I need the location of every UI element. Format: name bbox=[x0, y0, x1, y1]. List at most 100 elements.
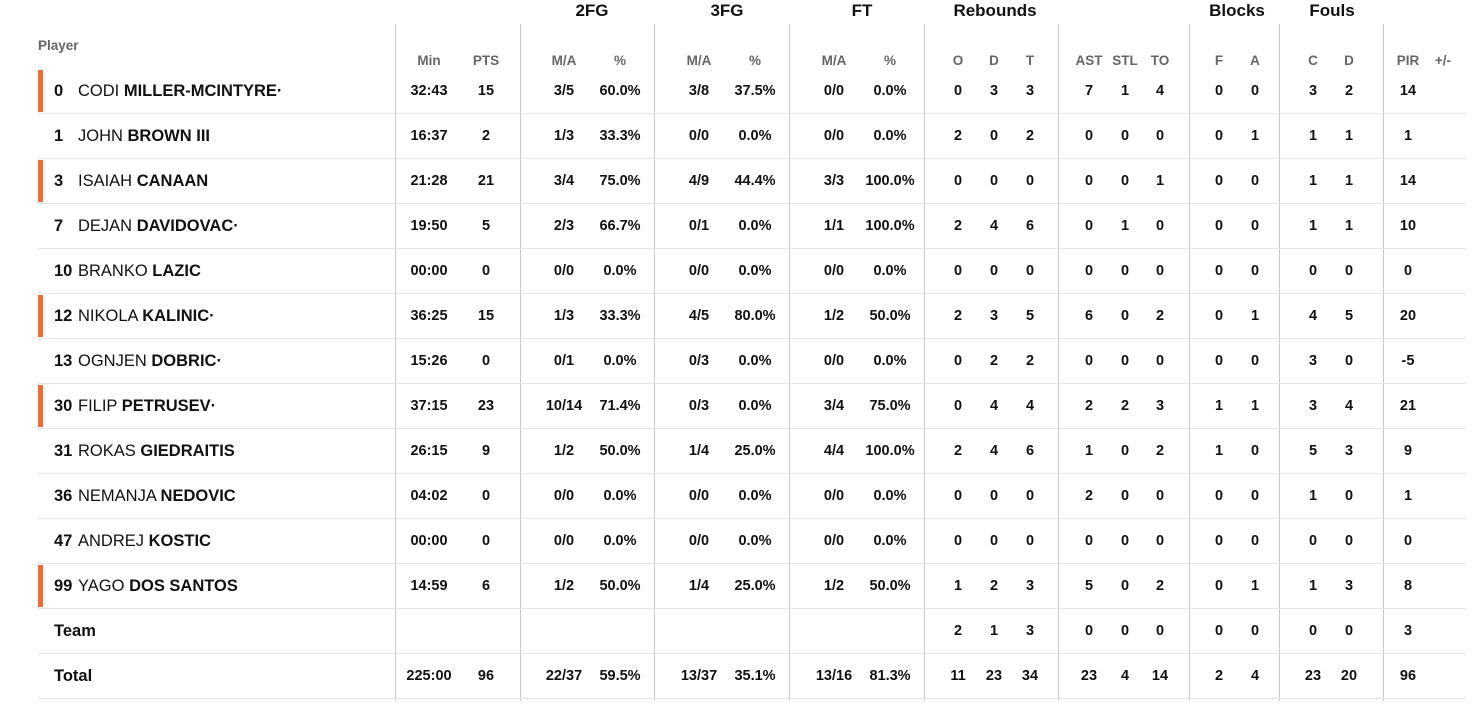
pir-cell: 1 bbox=[1403, 128, 1413, 144]
pir-cell: 14 bbox=[1399, 173, 1417, 189]
player-name-cell[interactable]: 36 NEMANJA NEDOVIC bbox=[54, 474, 236, 518]
player-name-cell[interactable]: 3 ISAIAH CANAAN bbox=[54, 159, 208, 203]
fouls-committed-cell: 3 bbox=[1308, 353, 1318, 369]
steals-cell: 0 bbox=[1120, 578, 1130, 594]
column-header-pts[interactable]: PTS bbox=[472, 53, 500, 68]
player-name-cell[interactable]: 0 CODI MILLER-MCINTYRE· bbox=[54, 69, 282, 113]
player-row[interactable]: 10 BRANKO LAZIC 00:00 0 0/0 0.0% 0/0 0.0% 0/0 0.0… bbox=[38, 249, 1466, 294]
player-first-name: YAGO bbox=[78, 577, 125, 595]
assists-cell: 0 bbox=[1084, 218, 1094, 234]
player-last-name[interactable]: DOS SANTOS bbox=[129, 577, 238, 595]
column-header-ft-ma[interactable]: M/A bbox=[821, 53, 847, 68]
blocks-against-cell: 1 bbox=[1250, 398, 1260, 414]
player-row[interactable]: 36 NEMANJA NEDOVIC 04:02 0 0/0 0.0% 0/0 0.0% 0/0… bbox=[38, 474, 1466, 519]
column-header-plus-minus[interactable]: +/- bbox=[1434, 53, 1452, 68]
pir-cell: 3 bbox=[1403, 623, 1413, 639]
blocks-favor-cell: 0 bbox=[1214, 578, 1224, 594]
jersey-number: 13 bbox=[54, 352, 73, 370]
column-header-stl[interactable]: STL bbox=[1112, 53, 1138, 68]
player-row[interactable]: 3 ISAIAH CANAAN 21:28 21 3/4 75.0% 4/9 44.4% 3/3… bbox=[38, 159, 1466, 204]
minutes-cell: 04:02 bbox=[410, 488, 448, 504]
blocks-favor-cell: 0 bbox=[1214, 83, 1224, 99]
column-header-min[interactable]: Min bbox=[417, 53, 441, 68]
player-row[interactable]: 13 OGNJEN DOBRIC· 15:26 0 0/1 0.0% 0/3 0.0% 0/0 0… bbox=[38, 339, 1466, 384]
column-divider bbox=[1058, 24, 1059, 701]
player-row[interactable]: 31 ROKAS GIEDRAITIS 26:15 9 1/2 50.0% 1/4 25.0%… bbox=[38, 429, 1466, 474]
player-name-cell[interactable]: 10 BRANKO LAZIC bbox=[54, 249, 201, 293]
fg3-percent-cell: 25.0% bbox=[734, 578, 776, 594]
player-last-name[interactable]: PETRUSEV bbox=[121, 397, 211, 415]
points-cell: 0 bbox=[481, 533, 491, 549]
player-last-name[interactable]: BROWN III bbox=[127, 127, 211, 145]
team-row: Team 2 1 3 0 0 0 0 0 0 0 3 bbox=[38, 609, 1466, 654]
turnovers-cell: 2 bbox=[1155, 443, 1165, 459]
blocks-against-cell: 0 bbox=[1250, 218, 1260, 234]
column-header-player[interactable]: Player bbox=[38, 38, 79, 53]
column-header-reb-t[interactable]: T bbox=[1025, 53, 1035, 68]
column-header-foul-d[interactable]: D bbox=[1344, 53, 1354, 68]
player-last-name[interactable]: DOBRIC bbox=[151, 352, 217, 370]
fg2-made-attempted-cell: 1/2 bbox=[553, 578, 575, 594]
assists-cell: 7 bbox=[1084, 83, 1094, 99]
player-first-name: JOHN bbox=[78, 127, 123, 145]
assists-cell: 6 bbox=[1084, 308, 1094, 324]
column-header-reb-o[interactable]: O bbox=[952, 53, 964, 68]
player-name-cell[interactable]: 7 DEJAN DAVIDOVAC· bbox=[54, 204, 239, 248]
column-header-2fg-pct[interactable]: % bbox=[613, 53, 626, 68]
column-header-blk-a[interactable]: A bbox=[1250, 53, 1260, 68]
column-header-to[interactable]: TO bbox=[1150, 53, 1170, 68]
player-last-name[interactable]: LAZIC bbox=[152, 262, 201, 280]
fg3-made-attempted-cell: 0/0 bbox=[688, 533, 710, 549]
column-header-foul-c[interactable]: C bbox=[1308, 53, 1318, 68]
minutes-cell: 16:37 bbox=[410, 128, 448, 144]
player-last-name[interactable]: GIEDRAITIS bbox=[140, 442, 235, 460]
player-last-name[interactable]: DAVIDOVAC bbox=[136, 217, 234, 235]
player-row[interactable]: 7 DEJAN DAVIDOVAC· 19:50 5 2/3 66.7% 0/1 0.0% 1/… bbox=[38, 204, 1466, 249]
column-header-pir[interactable]: PIR bbox=[1396, 53, 1420, 68]
player-last-name[interactable]: NEDOVIC bbox=[160, 487, 236, 505]
player-name-cell[interactable]: 99 YAGO DOS SANTOS bbox=[54, 564, 238, 608]
jersey-number: 47 bbox=[54, 532, 73, 550]
total-rebounds-cell: 6 bbox=[1025, 218, 1035, 234]
player-name-cell[interactable]: 30 FILIP PETRUSEV· bbox=[54, 384, 216, 428]
player-row[interactable]: 99 YAGO DOS SANTOS 14:59 6 1/2 50.0% 1/4 25.0% 1… bbox=[38, 564, 1466, 609]
player-name-cell[interactable]: 31 ROKAS GIEDRAITIS bbox=[54, 429, 235, 473]
player-row[interactable]: 47 ANDREJ KOSTIC 00:00 0 0/0 0.0% 0/0 0.0% 0/0 0.… bbox=[38, 519, 1466, 564]
column-header-ft-pct[interactable]: % bbox=[883, 53, 896, 68]
defensive-rebounds-cell: 4 bbox=[989, 218, 999, 234]
fg2-percent-cell: 50.0% bbox=[599, 443, 641, 459]
player-last-name[interactable]: MILLER-MCINTYRE bbox=[123, 82, 277, 100]
player-last-name[interactable]: KALINIC bbox=[142, 307, 210, 325]
points-cell: 5 bbox=[481, 218, 491, 234]
column-header-reb-d[interactable]: D bbox=[989, 53, 999, 68]
fouls-drawn-cell: 0 bbox=[1344, 533, 1354, 549]
column-header-2fg-ma[interactable]: M/A bbox=[551, 53, 577, 68]
player-name-cell[interactable]: 1 JOHN BROWN III bbox=[54, 114, 210, 158]
column-divider bbox=[1279, 24, 1280, 701]
ft-percent-cell: 0.0% bbox=[873, 263, 907, 279]
column-header-3fg-ma[interactable]: M/A bbox=[686, 53, 712, 68]
player-name-cell[interactable]: 12 NIKOLA KALINIC· bbox=[54, 294, 215, 338]
player-name-cell[interactable]: 47 ANDREJ KOSTIC bbox=[54, 519, 211, 563]
column-header-3fg-pct[interactable]: % bbox=[748, 53, 761, 68]
ft-made-attempted-cell: 0/0 bbox=[823, 533, 845, 549]
fg3-made-attempted-cell: 3/8 bbox=[688, 83, 710, 99]
fg2-made-attempted-cell: 0/0 bbox=[553, 263, 575, 279]
player-row[interactable]: 12 NIKOLA KALINIC· 36:25 15 1/3 33.3% 4/5 80.0%… bbox=[38, 294, 1466, 339]
player-row[interactable]: 30 FILIP PETRUSEV· 37:15 23 10/14 71.4% 0/3 0.0… bbox=[38, 384, 1466, 429]
fouls-drawn-cell: 20 bbox=[1340, 668, 1358, 684]
blocks-favor-cell: 0 bbox=[1214, 623, 1224, 639]
offensive-rebounds-cell: 2 bbox=[953, 218, 963, 234]
fg2-made-attempted-cell: 1/3 bbox=[553, 128, 575, 144]
minutes-cell: 00:00 bbox=[410, 533, 448, 549]
player-last-name[interactable]: KOSTIC bbox=[148, 532, 211, 550]
column-header-blk-f[interactable]: F bbox=[1214, 53, 1224, 68]
player-row[interactable]: 0 CODI MILLER-MCINTYRE· 32:43 15 3/5 60.0% 3/8… bbox=[38, 69, 1466, 114]
blocks-against-cell: 0 bbox=[1250, 533, 1260, 549]
player-name-cell[interactable]: 13 OGNJEN DOBRIC· bbox=[54, 339, 222, 383]
blocks-favor-cell: 0 bbox=[1214, 173, 1224, 189]
player-last-name[interactable]: CANAAN bbox=[136, 172, 209, 190]
column-header-ast[interactable]: AST bbox=[1075, 53, 1103, 68]
player-row[interactable]: 1 JOHN BROWN III 16:37 2 1/3 33.3% 0/0 0.0% 0/0 0… bbox=[38, 114, 1466, 159]
blocks-favor-cell: 2 bbox=[1214, 668, 1224, 684]
